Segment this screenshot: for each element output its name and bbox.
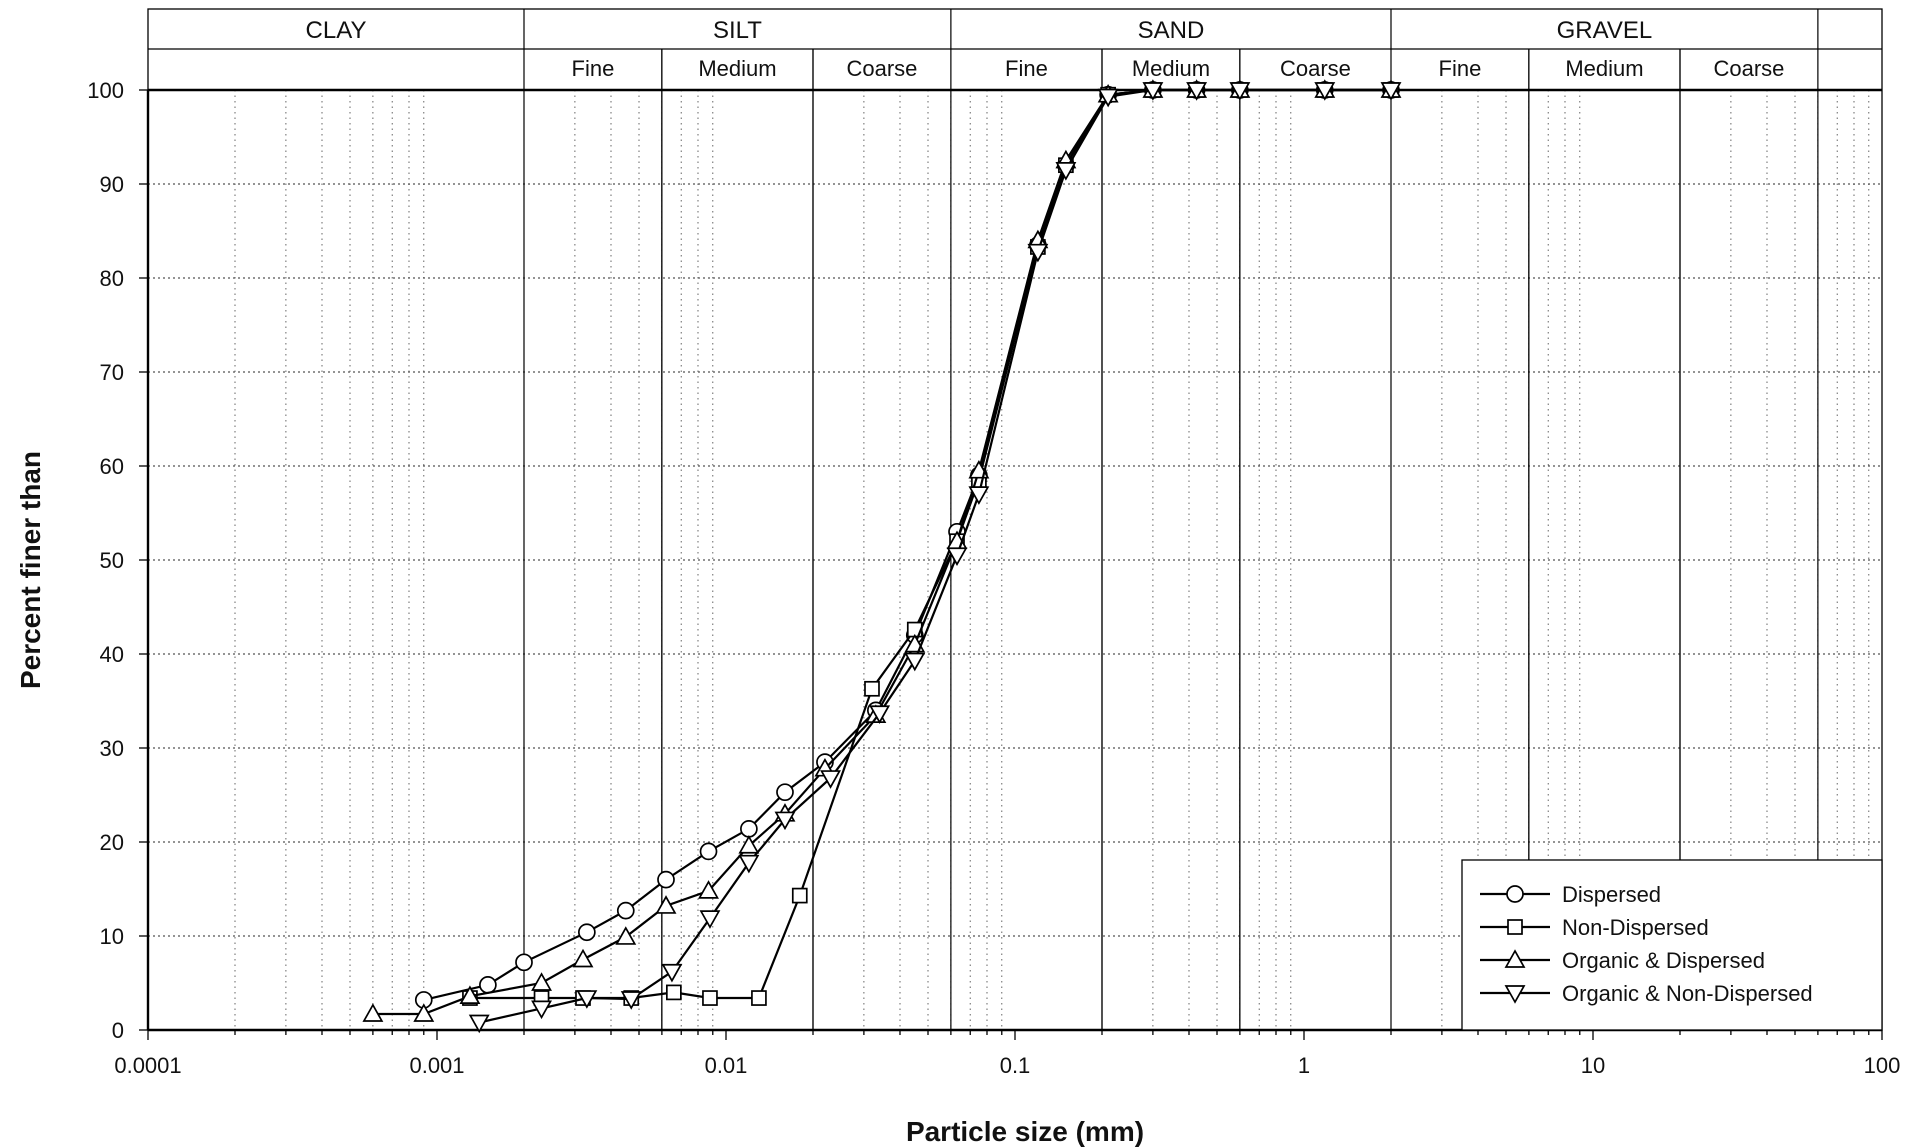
legend-box	[1461, 859, 1883, 1031]
sub-class-label: Fine	[1439, 56, 1482, 81]
data-point	[946, 547, 968, 567]
soil-classification-header: CLAY SILT SAND GRAVEL Fine Medium Coarse Fine Me…	[147, 8, 1883, 1031]
series-line	[423, 88, 1391, 1001]
y-tick-label: 50	[100, 548, 124, 573]
series-organic-dispersed	[362, 79, 1402, 1022]
y-tick-label: 10	[100, 924, 124, 949]
data-point	[968, 486, 990, 505]
sub-class-label: Coarse	[1713, 56, 1784, 81]
data-point	[740, 819, 758, 838]
data-point	[657, 870, 675, 889]
sub-class-label: Fine	[572, 56, 615, 81]
data-point	[699, 842, 718, 861]
data-point	[459, 985, 481, 1005]
y-axis-title: Percent finer than	[15, 451, 46, 689]
y-tick-label: 80	[100, 266, 124, 291]
data-point	[1314, 82, 1336, 101]
data-point	[864, 680, 880, 697]
data-point	[738, 835, 760, 854]
legend-label: Organic & Dispersed	[1562, 948, 1765, 973]
data-point	[1055, 162, 1077, 181]
data-point	[1142, 82, 1164, 101]
data-point	[1097, 88, 1119, 108]
data-point	[791, 887, 808, 904]
x-tick-label: 0.0001	[114, 1053, 181, 1078]
data-point	[531, 1000, 552, 1020]
y-tick-label: 20	[100, 830, 124, 855]
data-point	[698, 880, 719, 899]
data-point	[655, 895, 677, 914]
x-tick-label: 10	[1581, 1053, 1605, 1078]
sub-class-label: Medium	[1132, 56, 1210, 81]
data-point	[1027, 243, 1049, 263]
data-point	[738, 854, 760, 874]
legend-label: Non-Dispersed	[1562, 915, 1709, 940]
y-tick-label: 70	[100, 360, 124, 385]
data-point	[479, 976, 497, 994]
data-point	[620, 991, 642, 1010]
data-point	[776, 783, 794, 802]
series-dispersed	[414, 81, 1400, 1009]
data-point	[1229, 82, 1251, 101]
data-point	[468, 1014, 490, 1034]
legend: Dispersed Non-Dispersed Organic & Disperse…	[1461, 859, 1883, 1031]
data-point	[774, 811, 796, 831]
data-point	[702, 990, 718, 1006]
axes: 0.0001 0.001 0.01 0.1 1 10 100 0 10 20 30 40 50 60 70 8…	[87, 78, 1900, 1078]
y-tick-label: 100	[87, 78, 124, 103]
data-point	[751, 990, 767, 1006]
y-tick-label: 90	[100, 172, 124, 197]
y-tick-label: 0	[112, 1018, 124, 1043]
x-tick-label: 0.1	[1000, 1053, 1031, 1078]
data-point	[576, 990, 598, 1009]
data-point	[869, 705, 891, 724]
soil-class-label: CLAY	[306, 17, 367, 44]
legend-marker	[1506, 885, 1524, 903]
series-line	[478, 88, 1391, 1024]
data-point	[616, 901, 635, 920]
series-non-dispersed	[462, 82, 1399, 1006]
data-point	[820, 770, 841, 789]
data-point	[615, 926, 637, 945]
legend-marker	[1507, 919, 1523, 935]
sub-class-label: Medium	[1565, 56, 1643, 81]
x-tick-label: 100	[1864, 1053, 1901, 1078]
data-point	[665, 984, 682, 1001]
data-point	[515, 953, 533, 972]
sub-class-label: Medium	[698, 56, 776, 81]
data-point	[362, 1003, 384, 1022]
sub-class-label: Coarse	[1280, 56, 1351, 81]
data-point	[531, 972, 552, 991]
legend-label: Dispersed	[1562, 882, 1661, 907]
sub-class-label: Coarse	[846, 56, 917, 81]
series-organic-non-dispersed	[468, 82, 1402, 1034]
data-point	[578, 923, 596, 942]
soil-class-label: GRAVEL	[1557, 17, 1653, 44]
x-axis-title: Particle size (mm)	[906, 1116, 1144, 1147]
data-point	[661, 963, 683, 983]
y-tick-label: 60	[100, 454, 124, 479]
legend-label: Organic & Non-Dispersed	[1562, 981, 1813, 1006]
series-line	[372, 88, 1391, 1016]
data-point	[699, 910, 721, 929]
series-line	[469, 88, 1391, 1000]
data-series	[362, 79, 1402, 1034]
y-tick-label: 30	[100, 736, 124, 761]
y-tick-label: 40	[100, 642, 124, 667]
x-tick-label: 0.01	[705, 1053, 748, 1078]
data-point	[413, 1003, 435, 1022]
sub-class-label: Fine	[1005, 56, 1048, 81]
legend-marker	[1504, 949, 1526, 968]
data-point	[1380, 82, 1402, 101]
data-point	[1186, 82, 1208, 101]
soil-class-label: SILT	[713, 17, 762, 44]
data-point	[904, 652, 926, 672]
data-point	[572, 948, 594, 968]
x-tick-label: 0.001	[409, 1053, 464, 1078]
x-tick-label: 1	[1298, 1053, 1310, 1078]
soil-class-label: SAND	[1138, 17, 1205, 44]
legend-marker	[1504, 985, 1526, 1004]
